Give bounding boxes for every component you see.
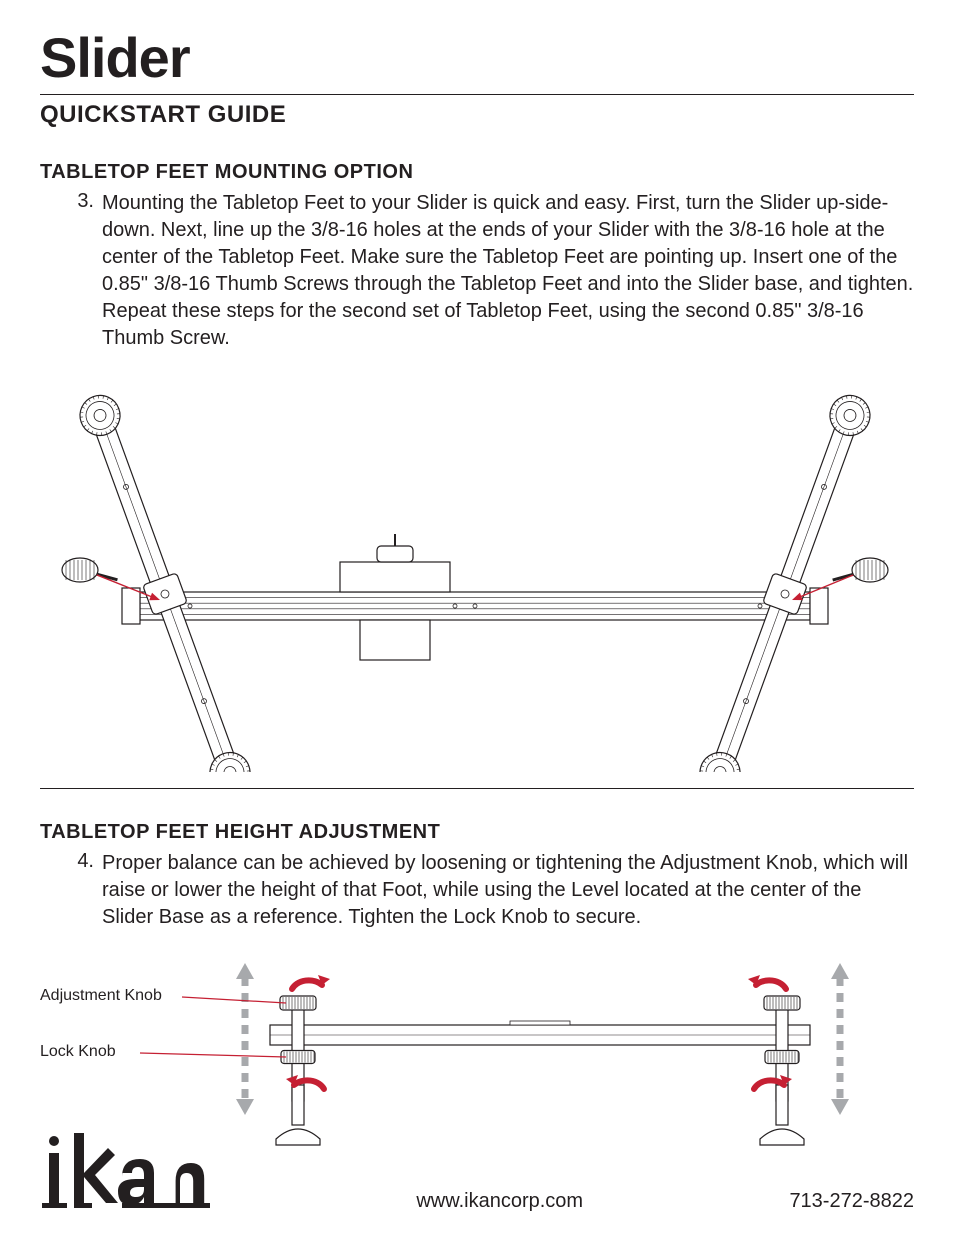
step-number: 4. <box>68 850 102 931</box>
rule-mid <box>40 788 914 789</box>
step-number: 3. <box>68 190 102 352</box>
step-text: Proper balance can be achieved by loosen… <box>102 850 914 931</box>
page-title: Slider <box>40 30 914 86</box>
section2-heading: TABLETOP FEET HEIGHT ADJUSTMENT <box>40 821 914 844</box>
page-footer: www.ikancorp.com 713-272-8822 <box>40 1133 914 1213</box>
footer-phone: 713-272-8822 <box>789 1190 914 1213</box>
brand-logo <box>40 1133 210 1213</box>
step-text: Mounting the Tabletop Feet to your Slide… <box>102 190 914 352</box>
section1-heading: TABLETOP FEET MOUNTING OPTION <box>40 161 914 184</box>
section2-step: 4. Proper balance can be achieved by loo… <box>40 850 914 931</box>
page-subtitle: QUICKSTART GUIDE <box>40 101 914 129</box>
diagram-mounting <box>40 372 914 772</box>
section1-step: 3. Mounting the Tabletop Feet to your Sl… <box>40 190 914 352</box>
rule-top <box>40 94 914 95</box>
footer-url: www.ikancorp.com <box>416 1190 583 1213</box>
